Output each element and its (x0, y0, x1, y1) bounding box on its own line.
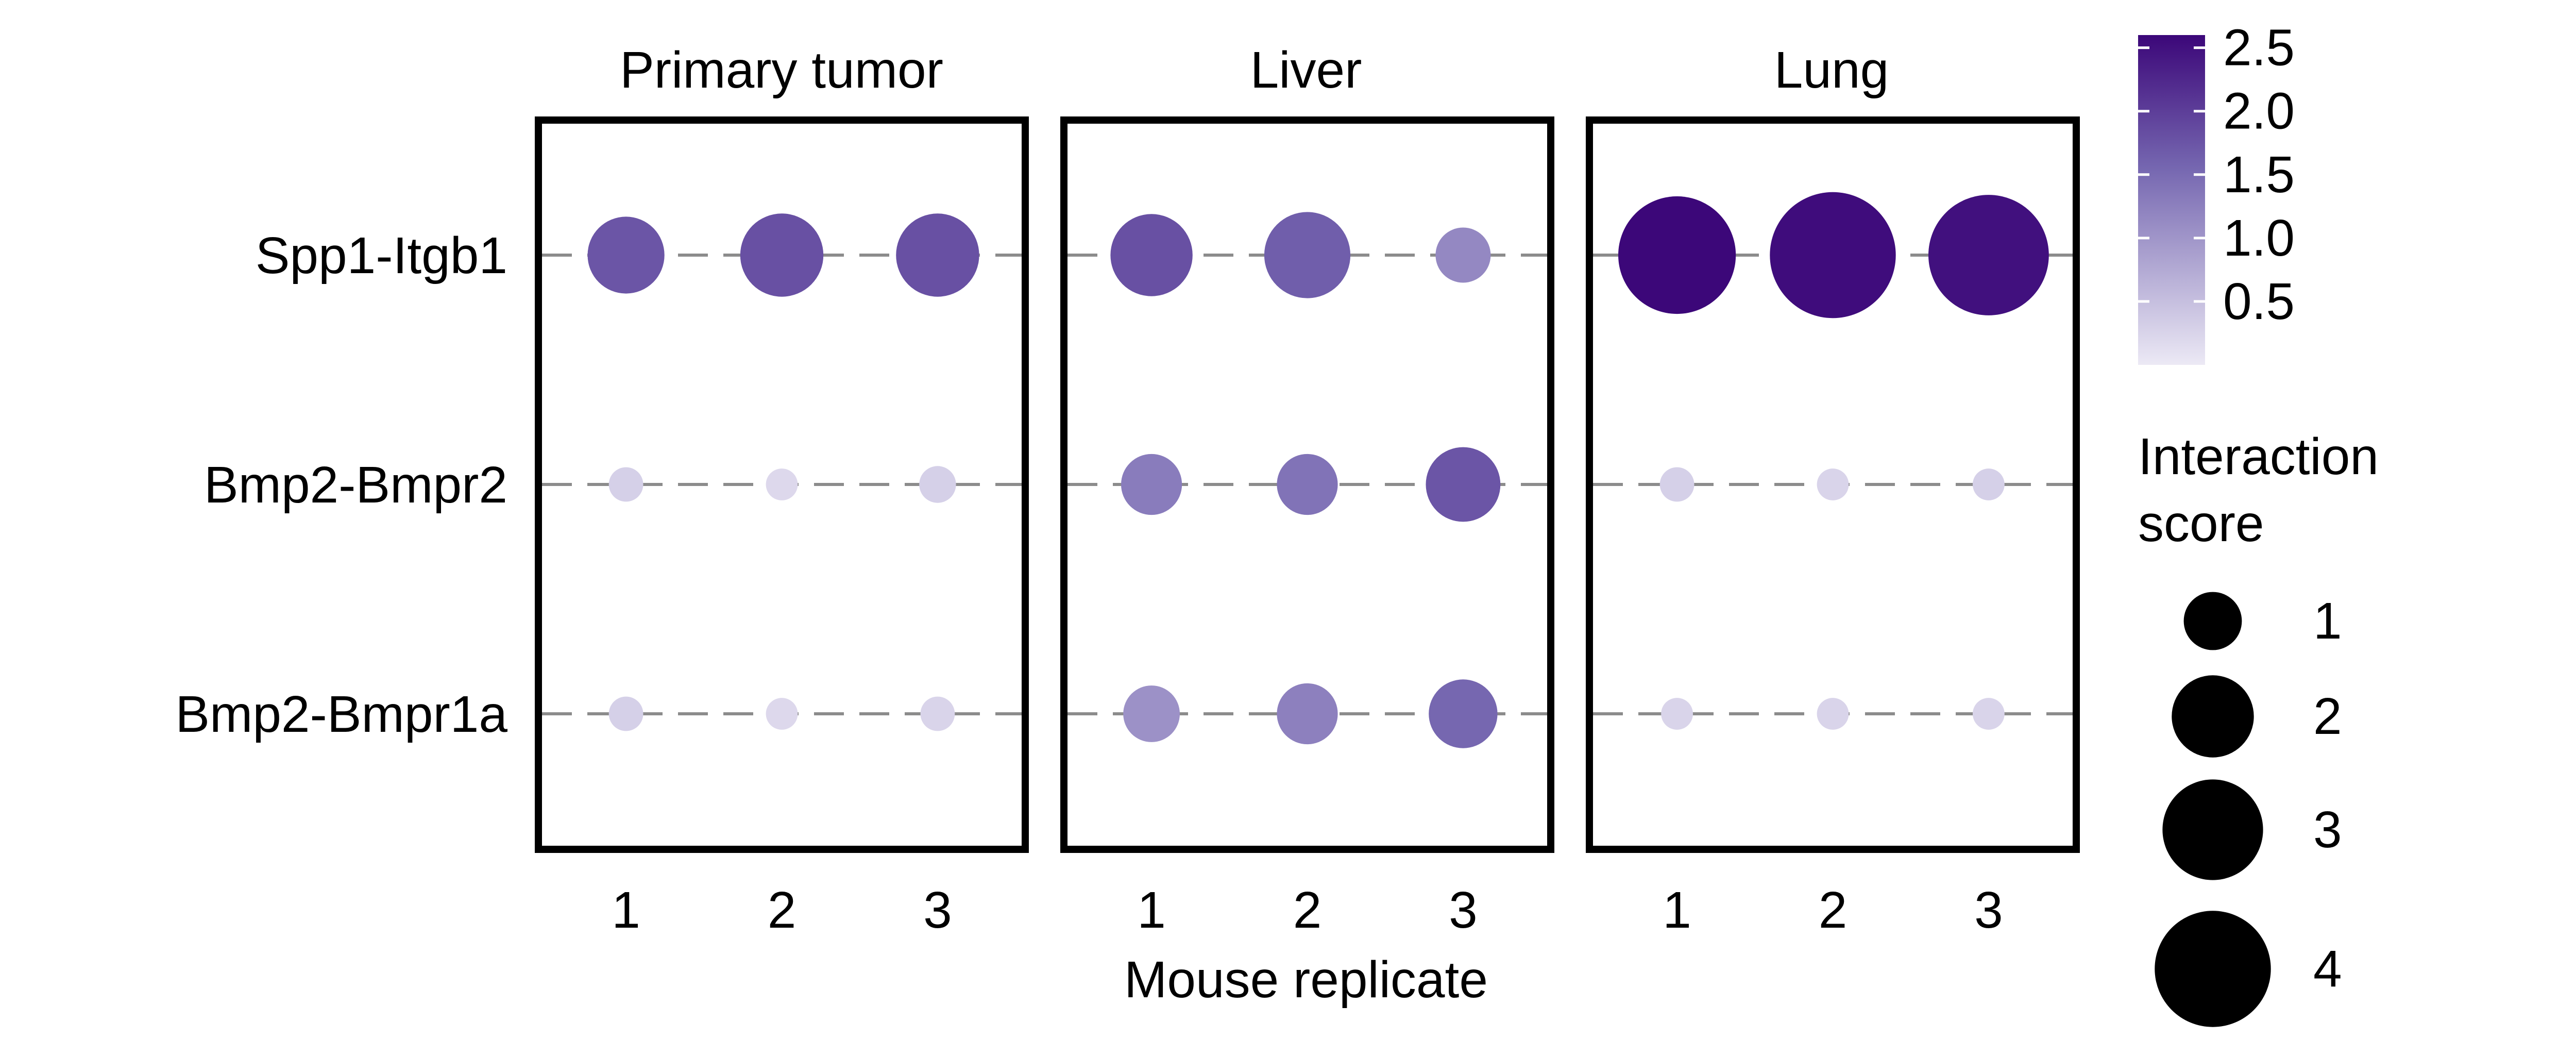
x-tick-primary-tumor-2: 2 (768, 881, 796, 939)
dot-lung-bmp2-bmpr1a-rep3 (1973, 698, 2005, 730)
dot-primary-tumor-spp1-itgb1-rep3 (896, 213, 979, 297)
panel-frame-primary-tumor (535, 116, 1029, 853)
dot-primary-tumor-spp1-itgb1-rep1 (587, 216, 665, 294)
x-tick-liver-2: 2 (1293, 881, 1322, 939)
row-label-spp1-itgb1: Spp1-Itgb1 (256, 227, 507, 284)
panel-frames (535, 116, 2080, 853)
dot-primary-tumor-bmp2-bmpr1a-rep2 (766, 698, 798, 730)
dot-primary-tumor-spp1-itgb1-rep2 (740, 213, 824, 297)
facet-title-primary-tumor: Primary tumor (620, 41, 943, 99)
size-legend-dot-3 (2162, 779, 2263, 880)
panel-frame-lung (1586, 116, 2080, 853)
dot-liver-bmp2-bmpr2-rep2 (1277, 454, 1338, 515)
colorbar-tick-label-0: 0.5 (2223, 273, 2295, 330)
dot-primary-tumor-bmp2-bmpr1a-rep1 (608, 696, 643, 731)
x-tick-primary-tumor-1: 1 (612, 881, 640, 939)
dot-lung-bmp2-bmpr2-rep3 (1973, 468, 2005, 500)
size-legend-label-2: 2 (2313, 688, 2342, 745)
facet-title-lung: Lung (1774, 41, 1889, 99)
dot-lung-bmp2-bmpr1a-rep2 (1817, 698, 1849, 730)
dot-liver-bmp2-bmpr1a-rep2 (1277, 683, 1338, 745)
colorbar-gradient (2138, 35, 2205, 365)
dot-lung-spp1-itgb1-rep1 (1618, 196, 1736, 314)
dot-primary-tumor-bmp2-bmpr2-rep1 (608, 467, 643, 502)
colorbar-tick-label-1: 1.0 (2223, 209, 2295, 267)
dot-liver-bmp2-bmpr1a-rep1 (1123, 685, 1180, 742)
x-tick-lung-1: 1 (1663, 881, 1691, 939)
panel-frame-liver (1060, 116, 1554, 853)
dot-liver-spp1-itgb1-rep2 (1264, 212, 1351, 298)
facet-titles: Primary tumor Liver Lung (620, 41, 1889, 99)
row-labels: Spp1-Itgb1 Bmp2-Bmpr2 Bmp2-Bmpr1a (175, 227, 507, 743)
dot-liver-spp1-itgb1-rep1 (1110, 214, 1193, 296)
x-tick-liver-1: 1 (1137, 881, 1166, 939)
size-legend-title-line-2: score (2138, 495, 2264, 552)
row-label-bmp2-bmpr2: Bmp2-Bmpr2 (204, 456, 507, 514)
color-legend: 0.5 1.01.5 2.02.5 (2138, 19, 2295, 365)
dot-lung-spp1-itgb1-rep2 (1770, 192, 1896, 319)
dot-liver-spp1-itgb1-rep3 (1435, 227, 1491, 283)
dot-primary-tumor-bmp2-bmpr2-rep2 (766, 468, 798, 500)
dot-liver-bmp2-bmpr2-rep3 (1426, 447, 1501, 522)
size-legend-dot-2 (2172, 675, 2254, 758)
x-tick-primary-tumor-3: 3 (923, 881, 952, 939)
facet-title-liver: Liver (1250, 41, 1362, 99)
x-axis-label: Mouse replicate (1124, 951, 1488, 1009)
dot-lung-bmp2-bmpr2-rep1 (1659, 467, 1694, 502)
colorbar-tick-label-3: 2.0 (2223, 82, 2295, 140)
colorbar-tick-label-2: 1.5 (2223, 146, 2295, 204)
dot-primary-tumor-bmp2-bmpr1a-rep3 (920, 696, 955, 731)
size-legend-dot-1 (2183, 592, 2242, 650)
size-legend-items: 1 2 3 4 (2155, 592, 2342, 1027)
data-dots (587, 192, 2049, 748)
size-legend-dot-4 (2155, 911, 2271, 1027)
size-legend-label-3: 3 (2313, 801, 2342, 859)
dot-lung-bmp2-bmpr1a-rep1 (1661, 698, 1693, 730)
dot-lung-bmp2-bmpr2-rep2 (1817, 468, 1849, 500)
size-legend: Interaction score 1 2 3 4 (2138, 428, 2379, 1027)
dot-lung-spp1-itgb1-rep3 (1928, 195, 2049, 315)
colorbar-tick-label-4: 2.5 (2223, 19, 2295, 77)
size-legend-label-1: 1 (2313, 592, 2342, 650)
colorbar-ticks: 0.5 1.01.5 2.02.5 (2138, 19, 2295, 330)
row-label-bmp2-bmpr1a: Bmp2-Bmpr1a (175, 685, 507, 743)
size-legend-title-line-1: Interaction (2138, 428, 2379, 485)
x-tick-lung-2: 2 (1819, 881, 1848, 939)
x-tick-lung-3: 3 (1974, 881, 2003, 939)
dot-primary-tumor-bmp2-bmpr2-rep3 (919, 466, 956, 503)
x-tick-labels: 1 2 3 1 2 3 1 2 3 (612, 881, 2003, 939)
dot-liver-bmp2-bmpr1a-rep3 (1429, 679, 1498, 748)
dot-liver-bmp2-bmpr2-rep1 (1121, 454, 1182, 515)
size-legend-label-4: 4 (2313, 940, 2342, 998)
x-tick-liver-3: 3 (1449, 881, 1478, 939)
